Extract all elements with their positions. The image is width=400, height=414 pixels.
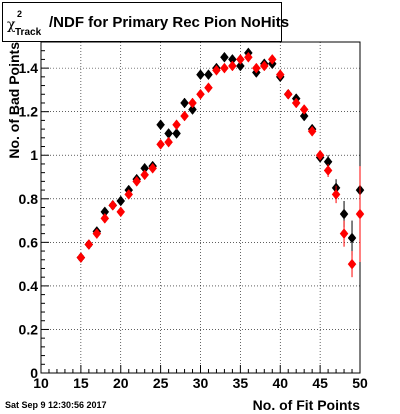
y-tick-label: 1 bbox=[30, 147, 38, 163]
x-tick-label: 10 bbox=[33, 375, 49, 391]
data-point-black bbox=[196, 69, 205, 81]
data-point-red bbox=[92, 228, 102, 240]
data-point-red bbox=[204, 82, 213, 94]
chart-title-box: χ 2 Track /NDF for Primary Rec Pion NoHi… bbox=[2, 2, 289, 42]
data-point-red bbox=[323, 165, 333, 176]
data-point-red bbox=[267, 54, 277, 65]
x-axis-label: No. of Fit Points bbox=[253, 397, 361, 413]
title-subscript: Track bbox=[15, 27, 42, 38]
y-tick-label: 1.2 bbox=[19, 104, 39, 120]
y-tick-label: 0.4 bbox=[19, 278, 39, 294]
data-point-red bbox=[164, 136, 173, 148]
data-point-black bbox=[204, 69, 213, 81]
x-tick-label: 35 bbox=[233, 375, 249, 391]
data-point-red bbox=[315, 149, 325, 161]
x-tick-label: 20 bbox=[113, 375, 129, 391]
y-tick-label: 0.6 bbox=[19, 234, 39, 250]
data-point-red bbox=[275, 69, 285, 81]
title-superscript: 2 bbox=[17, 9, 23, 19]
data-point-red bbox=[84, 239, 94, 250]
y-tick-label: 0.8 bbox=[19, 191, 39, 207]
chart-title: /NDF for Primary Rec Pion NoHits bbox=[49, 14, 290, 31]
data-point-red bbox=[100, 212, 110, 224]
x-tick-label: 30 bbox=[193, 375, 209, 391]
data-point-red bbox=[244, 51, 253, 63]
data-point-red bbox=[172, 119, 181, 131]
y-axis-label: No. of Bad Points bbox=[6, 42, 22, 159]
data-point-black bbox=[299, 110, 309, 122]
x-tick-label: 15 bbox=[73, 375, 89, 391]
data-point-red bbox=[108, 199, 118, 211]
data-point-red bbox=[307, 125, 317, 137]
data-point-black bbox=[156, 119, 165, 131]
title-chi-symbol: χ bbox=[7, 17, 16, 33]
y-tick-label: 1.4 bbox=[19, 60, 39, 76]
timestamp: Sat Sep 9 12:30:56 2017 bbox=[5, 400, 107, 410]
y-tick-label: 0 bbox=[30, 365, 38, 381]
data-point-red bbox=[220, 62, 229, 74]
data-point-red bbox=[339, 228, 349, 240]
data-point-red bbox=[252, 62, 261, 74]
x-tick-label: 40 bbox=[272, 375, 288, 391]
x-tick-label: 45 bbox=[312, 375, 328, 391]
data-point-red bbox=[132, 175, 142, 187]
data-point-red bbox=[212, 64, 221, 76]
data-point-red bbox=[148, 162, 157, 174]
data-point-black bbox=[236, 60, 245, 72]
data-point-black bbox=[220, 51, 229, 63]
data-point-red bbox=[283, 88, 293, 100]
data-point-red bbox=[124, 189, 134, 200]
x-tick-label: 50 bbox=[352, 375, 368, 391]
data-point-red bbox=[156, 138, 165, 150]
data-point-black bbox=[172, 128, 181, 139]
data-point-black bbox=[188, 104, 197, 115]
x-tick-label: 25 bbox=[153, 375, 169, 391]
data-point-red bbox=[299, 104, 309, 115]
data-point-red bbox=[291, 97, 301, 109]
data-point-red bbox=[259, 60, 269, 72]
data-point-red bbox=[140, 169, 149, 181]
data-point-red bbox=[331, 189, 341, 200]
data-point-red bbox=[76, 252, 86, 263]
data-point-red bbox=[180, 110, 189, 122]
data-point-red bbox=[196, 88, 205, 100]
data-point-black bbox=[116, 195, 126, 207]
data-point-red bbox=[228, 60, 237, 72]
data-point-red bbox=[236, 54, 245, 65]
data-point-black bbox=[339, 208, 349, 220]
data-point-red bbox=[116, 206, 126, 218]
data-point-black bbox=[180, 97, 189, 109]
data-point-red bbox=[347, 258, 357, 270]
data-point-black bbox=[347, 232, 357, 244]
data-point-red bbox=[355, 208, 365, 220]
y-tick-label: 0.2 bbox=[19, 321, 39, 337]
data-point-red bbox=[188, 97, 197, 109]
